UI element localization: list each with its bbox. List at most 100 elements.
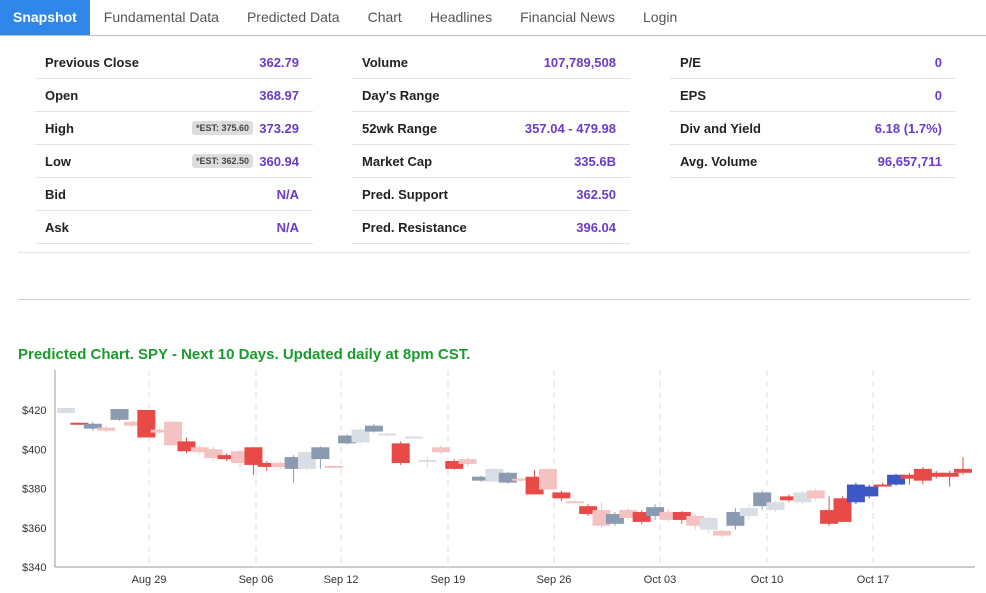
stat-label: Bid [45, 187, 66, 202]
candle-body [806, 490, 825, 499]
stat-value: 357.04 - 479.98 [524, 121, 616, 136]
tab-chart[interactable]: Chart [367, 9, 402, 25]
candle-body [123, 421, 142, 426]
candle-body [887, 474, 906, 485]
stat-value: 335.6B [574, 154, 616, 169]
stat-row: High 373.29 *EST: 375.60 [35, 112, 313, 145]
candle-body [579, 506, 598, 515]
stat-row: 52wk Range 357.04 - 479.98 [352, 112, 630, 145]
stat-value: 373.29 [259, 121, 299, 136]
stat-value: 0 [934, 88, 942, 103]
stat-row: Open 368.97 [35, 79, 313, 112]
tab-financial-news[interactable]: Financial News [520, 9, 616, 25]
x-tick-label: Oct 10 [751, 574, 783, 586]
tab-bar: Snapshot Fundamental Data Predicted Data Ch… [0, 0, 986, 36]
stat-label: Avg. Volume [680, 154, 758, 169]
stat-label: P/E [680, 55, 701, 70]
stat-label: Previous Close [45, 55, 139, 70]
candle-body [900, 474, 919, 479]
tab-headlines[interactable]: Headlines [429, 9, 493, 25]
y-tick-label: $400 [22, 444, 46, 456]
candle-body [217, 455, 236, 460]
candle-body [552, 492, 571, 499]
estimate-badge: *EST: 375.60 [191, 121, 253, 135]
x-tick-label: Aug 29 [132, 574, 167, 586]
candlestick-chart: $420 $400 $380 $360 $340 Aug 29 Sep 06 Sep 12 Se… [22, 370, 975, 586]
candle-body [605, 514, 624, 524]
stat-label: Volume [362, 55, 408, 70]
y-tick-label: $380 [22, 484, 46, 496]
stat-label: Pred. Resistance [362, 220, 467, 235]
tab-login[interactable]: Login [643, 9, 678, 25]
candle-body [766, 502, 785, 511]
tab-fundamental-data[interactable]: Fundamental Data [103, 9, 219, 25]
candle-body [672, 512, 691, 520]
candle-body [713, 530, 732, 536]
stat-value: 360.94 [259, 154, 299, 169]
stat-row: Avg. Volume 96,657,711 [670, 145, 956, 178]
stats-column-3: P/E 0 EPS 0 Div and Yield 6.18 (1.7%) Avg. Vol… [670, 46, 956, 178]
candle-body [833, 498, 852, 522]
candle-body [164, 421, 183, 446]
candle-body [538, 468, 557, 490]
candle-body [137, 410, 156, 438]
stat-label: Market Cap [362, 154, 433, 169]
candle-body [619, 510, 638, 518]
candle-body [940, 472, 959, 477]
candle-body [418, 460, 437, 463]
candle-body [244, 447, 263, 465]
candle-body [739, 508, 758, 516]
stat-label: Open [45, 88, 79, 103]
candle-body [860, 486, 879, 497]
candle-body [913, 468, 932, 481]
tab-snapshot[interactable]: Snapshot [0, 0, 90, 35]
candle-body [351, 429, 370, 443]
stat-row: Bid N/A [35, 178, 313, 211]
x-tick-label: Oct 03 [644, 574, 676, 586]
candle-body [873, 484, 892, 487]
stat-value: 6.18 (1.7%) [874, 121, 942, 136]
x-tick-label: Sep 19 [431, 574, 466, 586]
stat-label: Low [45, 154, 71, 169]
candle-body [364, 425, 383, 432]
candle-body [458, 459, 477, 464]
stat-label: 52wk Range [362, 121, 438, 136]
candle-body [70, 422, 89, 425]
stat-label: High [45, 121, 74, 136]
candle-body [445, 461, 464, 469]
candle-body [311, 447, 330, 460]
stat-value: 396.04 [576, 220, 616, 235]
candle-body [699, 517, 718, 530]
candle-body [472, 476, 491, 481]
candle-body [659, 512, 678, 520]
stat-row: Ask N/A [35, 211, 313, 244]
stat-row: Div and Yield 6.18 (1.7%) [670, 112, 956, 145]
candle-body [632, 512, 651, 522]
chart-title: Predicted Chart. SPY - Next 10 Days. Upd… [18, 346, 471, 363]
candle-body [190, 447, 209, 453]
candle-body [431, 447, 450, 453]
candle-body [177, 441, 196, 452]
candle-body [204, 449, 223, 459]
candle-body [512, 478, 531, 481]
candle-body [57, 408, 75, 413]
stat-row: Market Cap 335.6B [352, 145, 630, 178]
stat-value: 0 [934, 55, 942, 70]
stat-value: N/A [276, 187, 299, 202]
candle-body [498, 472, 517, 483]
stat-row: Volume 107,789,508 [352, 46, 630, 79]
stat-label: Pred. Support [362, 187, 448, 202]
tab-predicted-data[interactable]: Predicted Data [246, 9, 340, 25]
candle-body [257, 462, 276, 467]
stats-column-2: Volume 107,789,508 Day's Range 52wk Range 35… [352, 46, 630, 244]
candle-body [793, 492, 812, 503]
candle-body [565, 501, 584, 504]
x-tick-label: Sep 26 [537, 574, 572, 586]
estimate-badge: *EST: 362.50 [191, 154, 253, 168]
candle-body [338, 435, 357, 444]
stat-row: Pred. Resistance 396.04 [352, 211, 630, 244]
stat-value: 362.50 [576, 187, 616, 202]
stat-label: EPS [680, 88, 707, 103]
candle-body [83, 423, 102, 429]
x-tick-label: Sep 12 [324, 574, 359, 586]
